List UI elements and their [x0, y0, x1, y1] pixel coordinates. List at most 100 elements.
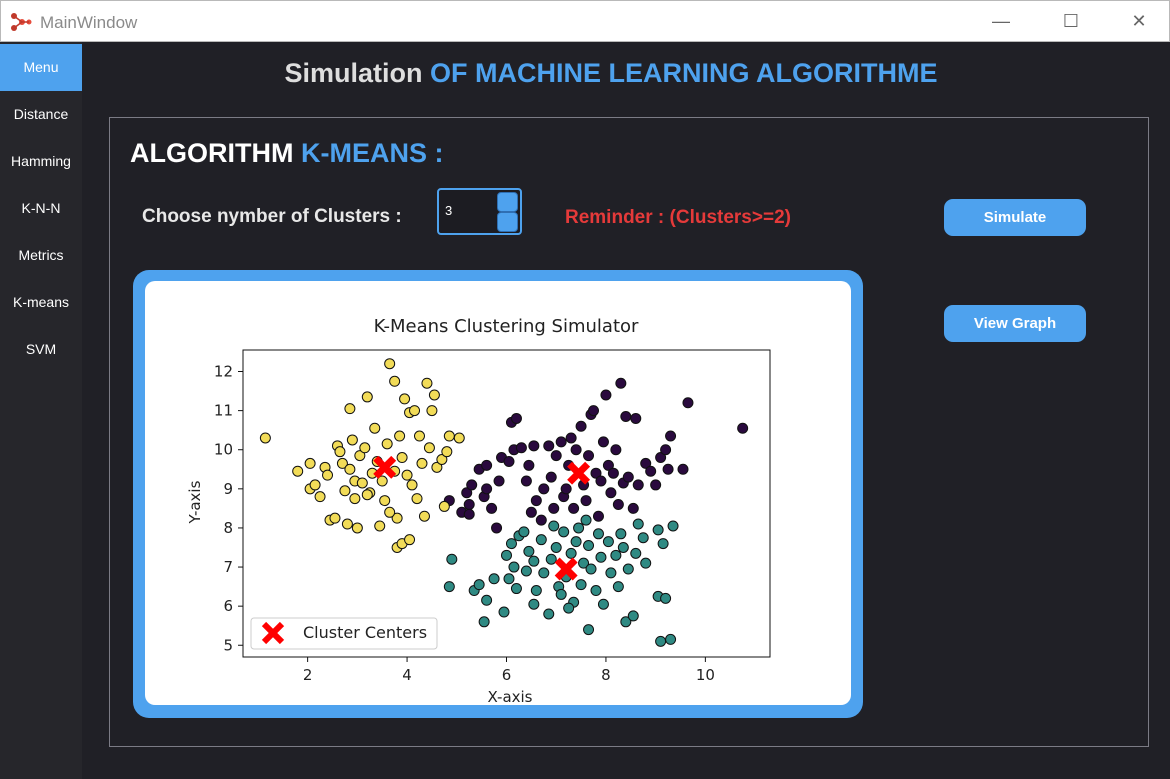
sidebar-item-svm[interactable]: SVM	[25, 341, 57, 357]
x-axis-label: X-axis	[488, 688, 533, 705]
y-tick-label: 8	[223, 519, 233, 537]
spin-up-button[interactable]	[497, 192, 518, 212]
data-point	[478, 616, 490, 628]
data-point	[558, 526, 570, 538]
page-title: Simulation OF MACHINE LEARNING ALGORITHM…	[82, 58, 1140, 89]
close-button[interactable]: ✕	[1131, 11, 1147, 31]
view-graph-button[interactable]: View Graph	[944, 305, 1086, 342]
data-point	[660, 444, 672, 456]
x-tick-label: 8	[601, 666, 611, 684]
x-tick-label: 10	[696, 666, 715, 684]
data-point	[602, 459, 614, 471]
data-point	[612, 498, 624, 510]
data-point	[575, 420, 587, 432]
data-point	[555, 588, 567, 600]
y-tick-label: 7	[223, 558, 233, 576]
data-point	[545, 471, 557, 483]
data-point	[528, 555, 540, 567]
section-title-accent: K-MEANS :	[301, 138, 444, 168]
chart-legend: Cluster Centers	[250, 617, 438, 650]
data-point	[543, 608, 555, 620]
data-point	[607, 467, 619, 479]
sidebar-item-distance[interactable]: Distance	[13, 106, 69, 122]
sidebar-item-metrics[interactable]: Metrics	[18, 247, 64, 263]
data-point	[622, 471, 634, 483]
data-point	[600, 389, 612, 401]
x-tick-label: 4	[402, 666, 412, 684]
data-point	[645, 465, 657, 477]
data-point	[610, 444, 622, 456]
sidebar-item-hamming[interactable]: Hamming	[11, 153, 71, 169]
y-axis-label: Y-axis	[186, 480, 204, 524]
data-point	[677, 463, 689, 475]
data-point	[461, 487, 473, 499]
data-point	[394, 430, 406, 442]
data-point	[580, 514, 592, 526]
data-point	[650, 479, 662, 491]
y-tick-label: 6	[223, 597, 233, 615]
clusters-spinbox[interactable]: 3	[437, 188, 522, 235]
data-point	[523, 545, 535, 557]
cluster-center-marker	[554, 557, 578, 581]
cluster-center-marker	[567, 461, 591, 485]
data-point	[538, 483, 550, 495]
data-point	[548, 502, 560, 514]
y-tick-label: 11	[214, 402, 233, 420]
kmeans-scatter-chart: K-Means Clustering Simulator 2 4 6 8 10 5 6 7 8 9…	[186, 316, 771, 705]
window-title: MainWindow	[40, 13, 138, 32]
data-point	[535, 534, 547, 546]
simulate-button[interactable]: Simulate	[944, 199, 1086, 236]
minimize-button[interactable]: —	[992, 11, 1010, 31]
data-point	[660, 592, 672, 604]
data-point	[610, 549, 622, 561]
chart-title: K-Means Clustering Simulator	[374, 316, 639, 337]
data-point	[481, 594, 493, 606]
data-point	[381, 438, 393, 450]
data-point	[491, 522, 503, 534]
data-point	[682, 397, 694, 409]
data-point	[550, 450, 562, 462]
data-point	[605, 487, 617, 499]
data-point	[409, 405, 421, 417]
data-point	[560, 483, 572, 495]
data-point	[568, 502, 580, 514]
data-point	[396, 452, 408, 464]
data-point	[508, 561, 520, 573]
data-point	[384, 506, 396, 518]
data-point	[640, 557, 652, 569]
data-point	[443, 581, 455, 593]
data-point	[640, 457, 652, 469]
sidebar-item-kmeans[interactable]: K-means	[12, 294, 70, 310]
data-point	[304, 457, 316, 469]
data-point	[389, 375, 401, 387]
data-point	[515, 442, 527, 454]
data-point	[401, 469, 413, 481]
data-point	[399, 393, 411, 405]
data-point	[597, 436, 609, 448]
data-point	[322, 469, 334, 481]
data-point	[588, 405, 600, 417]
maximize-button[interactable]: ☐	[1062, 11, 1080, 31]
page-title-prefix: Simulation	[284, 58, 423, 88]
data-point	[627, 610, 639, 622]
sidebar-item-knn[interactable]: K-N-N	[21, 200, 61, 216]
data-point	[667, 520, 679, 532]
sidebar-item-menu[interactable]: Menu	[0, 44, 82, 91]
data-point	[595, 475, 607, 487]
data-point	[486, 502, 498, 514]
clusters-value[interactable]: 3	[445, 203, 453, 218]
cluster-center-marker	[373, 455, 397, 479]
data-point	[436, 454, 448, 466]
x-tick-label: 6	[502, 666, 512, 684]
data-point	[423, 442, 435, 454]
data-point	[583, 450, 595, 462]
data-point	[525, 506, 537, 518]
data-point	[592, 510, 604, 522]
data-point	[329, 512, 341, 524]
data-point	[632, 479, 644, 491]
data-point	[520, 565, 532, 577]
data-point	[528, 440, 540, 452]
data-point	[505, 538, 517, 550]
data-point	[503, 573, 515, 585]
spin-down-button[interactable]	[497, 212, 518, 232]
